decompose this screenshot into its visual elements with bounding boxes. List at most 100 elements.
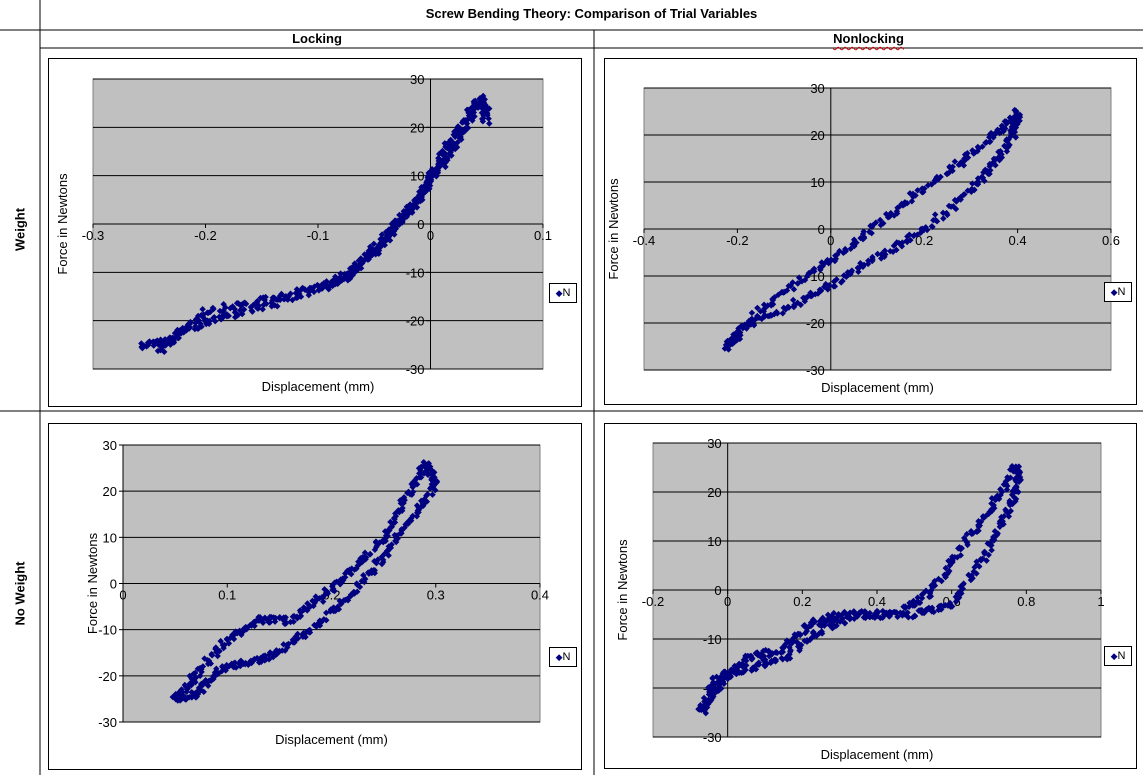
data-point xyxy=(1005,513,1013,520)
data-point xyxy=(417,463,425,471)
data-point xyxy=(219,314,227,321)
data-point xyxy=(406,207,413,214)
data-point xyxy=(978,174,985,181)
data-point xyxy=(424,471,432,479)
data-point xyxy=(1004,482,1011,490)
y-tick-label: 10 xyxy=(410,169,424,184)
data-point xyxy=(378,231,386,238)
data-point xyxy=(242,300,250,308)
chart-nonlocking-weight: 30 20 10 0 -10 -20 -30 -0.4 -0.2 0 0.2 0.4 0.6 Displa… xyxy=(604,58,1137,405)
y-tick-label: 0 xyxy=(110,577,117,592)
data-point xyxy=(271,618,279,625)
data-point xyxy=(709,675,716,682)
data-point xyxy=(229,663,237,670)
chart-locking-weight: 30 20 10 0 -10 -20 -30 -0.3 -0.2 -0.1 0 0.1 Displace… xyxy=(48,58,582,407)
y-tick-label: 30 xyxy=(810,81,824,96)
data-point xyxy=(829,625,836,632)
data-point xyxy=(418,188,425,195)
data-point xyxy=(301,286,309,294)
data-point xyxy=(908,198,916,205)
y-tick-label: -30 xyxy=(806,363,825,378)
data-point xyxy=(181,681,189,689)
data-point xyxy=(366,254,373,261)
column-header-nonlocking: Nonlocking xyxy=(594,31,1143,46)
chart-locking-noweight: 30 20 10 0 -10 -20 -30 0 0.1 0.2 0.3 0.4 Displacemen… xyxy=(48,423,582,770)
data-point xyxy=(401,208,409,215)
legend-marker-icon: ◆ xyxy=(1110,651,1118,661)
data-point xyxy=(344,567,351,575)
data-point xyxy=(251,622,258,630)
data-point xyxy=(840,272,848,279)
data-point xyxy=(417,471,424,478)
y-tick-label: 20 xyxy=(707,485,721,500)
data-point xyxy=(225,640,233,647)
y-tick-label: -10 xyxy=(98,623,117,638)
data-point xyxy=(949,167,956,175)
data-point xyxy=(710,686,717,694)
data-point xyxy=(398,526,405,533)
data-point xyxy=(256,614,264,621)
data-point xyxy=(320,616,328,623)
data-point xyxy=(758,315,765,323)
data-point xyxy=(904,609,911,616)
data-point xyxy=(183,688,190,695)
data-point xyxy=(989,160,997,167)
data-point xyxy=(253,301,261,308)
data-point xyxy=(969,575,976,582)
data-point xyxy=(748,309,756,317)
data-point xyxy=(830,278,838,285)
legend-label: N xyxy=(1117,285,1126,298)
data-point xyxy=(986,138,993,146)
data-point xyxy=(702,709,710,717)
data-point xyxy=(737,661,744,669)
data-point xyxy=(985,551,992,559)
data-point xyxy=(483,109,491,117)
data-point xyxy=(429,491,436,498)
data-point xyxy=(222,304,229,311)
y-axis-title: Force in Newtons xyxy=(55,173,70,275)
y-tick-label: -30 xyxy=(98,715,117,730)
legend-marker-icon: ◆ xyxy=(555,651,563,662)
data-point xyxy=(209,304,217,312)
data-point xyxy=(926,590,934,597)
data-point xyxy=(417,504,424,512)
data-point xyxy=(914,187,921,194)
data-point xyxy=(378,560,386,568)
table-title: Screw Bending Theory: Comparison of Tria… xyxy=(425,6,758,21)
data-point xyxy=(336,597,343,605)
legend: ◆N xyxy=(549,646,577,667)
data-point xyxy=(370,240,378,247)
data-point xyxy=(211,314,218,321)
data-point xyxy=(391,531,398,539)
data-point xyxy=(849,241,856,248)
data-point xyxy=(231,630,239,638)
x-tick-label: 0.4 xyxy=(868,594,886,609)
data-point xyxy=(893,246,900,254)
data-point xyxy=(1008,491,1016,498)
data-point xyxy=(904,233,911,240)
data-point xyxy=(1013,484,1020,491)
data-point xyxy=(385,231,393,238)
data-point xyxy=(289,613,297,620)
data-point xyxy=(342,570,349,577)
data-point xyxy=(188,681,195,689)
x-tick-label: 0.6 xyxy=(1102,233,1120,248)
data-point xyxy=(996,130,1003,137)
data-point xyxy=(454,139,461,146)
data-point xyxy=(480,112,487,119)
y-tick-label: -20 xyxy=(806,316,825,331)
y-tick-label: 10 xyxy=(103,530,117,545)
data-point xyxy=(825,260,832,267)
data-point xyxy=(219,664,226,671)
y-tick-label: -20 xyxy=(98,669,117,684)
data-point xyxy=(274,303,281,310)
x-tick-label: 0 xyxy=(827,233,834,248)
data-point xyxy=(946,599,954,607)
data-point xyxy=(727,669,734,677)
data-point xyxy=(917,225,925,233)
data-point xyxy=(1005,475,1012,483)
data-point xyxy=(1003,486,1011,493)
data-point xyxy=(964,187,971,194)
data-point xyxy=(911,612,919,619)
data-point xyxy=(453,144,461,151)
